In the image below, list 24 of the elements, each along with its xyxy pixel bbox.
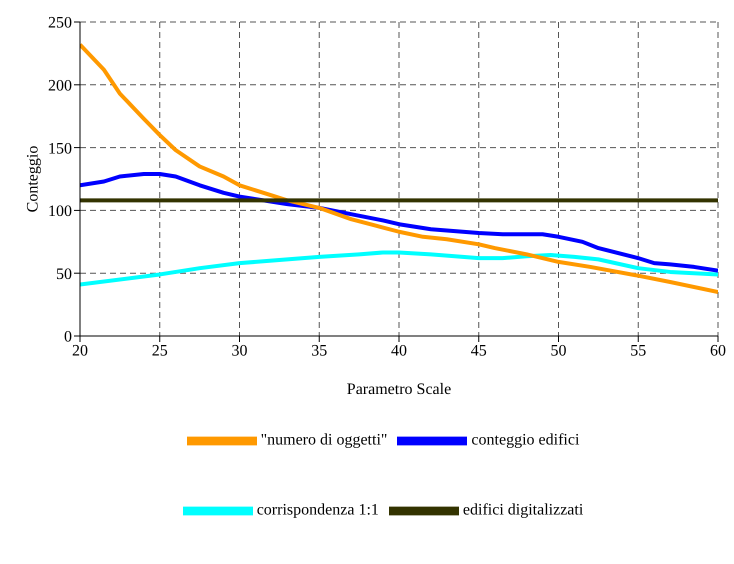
line-series [80, 250, 718, 287]
x-tick-label: 30 [232, 342, 248, 360]
y-axis-title: Conteggio [24, 146, 42, 212]
x-tick-label: 50 [550, 342, 566, 360]
y-tick-label: 0 [64, 328, 72, 346]
x-axis-title: Parametro Scale [346, 381, 452, 398]
y-tick-label: 250 [48, 14, 72, 32]
x-tick-label: 25 [152, 342, 168, 360]
y-tick-label: 150 [48, 140, 72, 158]
x-tick-label: 60 [710, 342, 726, 360]
line-series [80, 42, 718, 294]
legend-label: "numero di oggetti" [260, 432, 388, 449]
x-tick-label: 20 [72, 342, 88, 360]
x-tick-label: 45 [470, 342, 487, 360]
x-tick-label: 55 [630, 342, 646, 360]
x-tick-label: 40 [391, 342, 407, 360]
legend-label: edifici digitalizzati [462, 502, 584, 519]
line-series [80, 172, 718, 273]
y-tick-label: 50 [56, 266, 72, 283]
y-tick-label: 100 [48, 203, 72, 220]
y-tick-label: 200 [48, 77, 72, 94]
x-tick-label: 35 [311, 342, 328, 360]
legend-label: corrispondenza 1:1 [256, 502, 379, 519]
legend-label: conteggio edifici [471, 432, 580, 449]
